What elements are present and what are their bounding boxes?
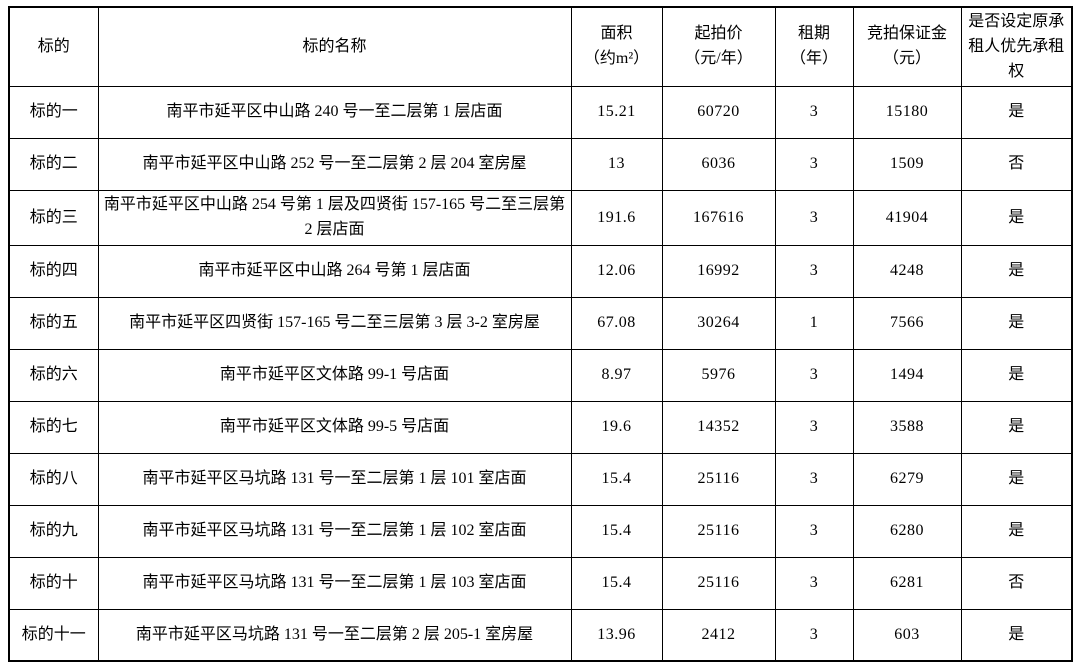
column-header-lease-term: 租期 （年）: [774, 6, 854, 88]
lease-term-value: 3: [774, 348, 854, 402]
priority-right-value: 是: [960, 86, 1073, 140]
subject-id: 标的六: [8, 348, 99, 402]
area-value: 15.21: [570, 86, 663, 140]
priority-right-value: 是: [960, 504, 1073, 558]
subject-id: 标的十: [8, 556, 99, 610]
lease-term-value: 3: [774, 190, 854, 246]
subject-id: 标的五: [8, 296, 99, 350]
starting-price-value: 2412: [661, 608, 776, 662]
table-row: 标的九 南平市延平区马坑路 131 号一至二层第 1 层 102 室店面 15.…: [8, 504, 1073, 558]
header-row: 标的 标的名称 面积 （约m²） 起拍价 （元/年） 租期 （年） 竞拍保证金 …: [8, 6, 1073, 88]
lease-term-value: 3: [774, 400, 854, 454]
column-header-subject-name: 标的名称: [97, 6, 572, 88]
column-header-subject: 标的: [8, 6, 99, 88]
bid-deposit-value: 6279: [852, 452, 962, 506]
column-header-bid-deposit: 竞拍保证金 （元）: [852, 6, 962, 88]
subject-name: 南平市延平区马坑路 131 号一至二层第 1 层 101 室店面: [97, 452, 572, 506]
priority-right-value: 否: [960, 138, 1073, 192]
bid-deposit-value: 1509: [852, 138, 962, 192]
starting-price-value: 14352: [661, 400, 776, 454]
bid-deposit-value: 603: [852, 608, 962, 662]
area-value: 191.6: [570, 190, 663, 246]
subject-id: 标的十一: [8, 608, 99, 662]
bid-deposit-value: 6281: [852, 556, 962, 610]
subject-name: 南平市延平区中山路 264 号第 1 层店面: [97, 244, 572, 298]
subject-name: 南平市延平区文体路 99-1 号店面: [97, 348, 572, 402]
area-value: 13: [570, 138, 663, 192]
lease-term-value: 3: [774, 608, 854, 662]
subject-name: 南平市延平区马坑路 131 号一至二层第 2 层 205-1 室房屋: [97, 608, 572, 662]
table-row: 标的十 南平市延平区马坑路 131 号一至二层第 1 层 103 室店面 15.…: [8, 556, 1073, 610]
starting-price-value: 25116: [661, 504, 776, 558]
area-value: 8.97: [570, 348, 663, 402]
table-row: 标的五 南平市延平区四贤街 157-165 号二至三层第 3 层 3-2 室房屋…: [8, 296, 1073, 350]
starting-price-value: 167616: [661, 190, 776, 246]
priority-right-value: 是: [960, 400, 1073, 454]
area-value: 15.4: [570, 556, 663, 610]
table-row: 标的三 南平市延平区中山路 254 号第 1 层及四贤街 157-165 号二至…: [8, 190, 1073, 246]
bid-deposit-value: 1494: [852, 348, 962, 402]
subject-id: 标的七: [8, 400, 99, 454]
lease-term-value: 3: [774, 244, 854, 298]
lease-term-value: 3: [774, 556, 854, 610]
priority-right-value: 是: [960, 244, 1073, 298]
starting-price-value: 5976: [661, 348, 776, 402]
starting-price-value: 25116: [661, 452, 776, 506]
starting-price-value: 6036: [661, 138, 776, 192]
priority-right-value: 是: [960, 608, 1073, 662]
subject-name: 南平市延平区中山路 240 号一至二层第 1 层店面: [97, 86, 572, 140]
column-header-area: 面积 （约m²）: [570, 6, 663, 88]
priority-right-value: 是: [960, 190, 1073, 246]
subject-id: 标的二: [8, 138, 99, 192]
table-row: 标的六 南平市延平区文体路 99-1 号店面 8.97 5976 3 1494 …: [8, 348, 1073, 402]
subject-name: 南平市延平区文体路 99-5 号店面: [97, 400, 572, 454]
lease-term-value: 3: [774, 504, 854, 558]
subject-id: 标的一: [8, 86, 99, 140]
bid-deposit-value: 4248: [852, 244, 962, 298]
priority-right-value: 是: [960, 452, 1073, 506]
subject-name: 南平市延平区马坑路 131 号一至二层第 1 层 102 室店面: [97, 504, 572, 558]
starting-price-value: 30264: [661, 296, 776, 350]
area-value: 67.08: [570, 296, 663, 350]
starting-price-value: 25116: [661, 556, 776, 610]
priority-right-value: 是: [960, 348, 1073, 402]
lease-term-value: 1: [774, 296, 854, 350]
area-value: 19.6: [570, 400, 663, 454]
subject-id: 标的九: [8, 504, 99, 558]
subject-name: 南平市延平区中山路 252 号一至二层第 2 层 204 室房屋: [97, 138, 572, 192]
table-row: 标的四 南平市延平区中山路 264 号第 1 层店面 12.06 16992 3…: [8, 244, 1073, 298]
table-row: 标的八 南平市延平区马坑路 131 号一至二层第 1 层 101 室店面 15.…: [8, 452, 1073, 506]
bid-deposit-value: 15180: [852, 86, 962, 140]
priority-right-value: 否: [960, 556, 1073, 610]
table-row: 标的二 南平市延平区中山路 252 号一至二层第 2 层 204 室房屋 13 …: [8, 138, 1073, 192]
area-value: 13.96: [570, 608, 663, 662]
column-header-priority-right: 是否设定原承租人优先承租权: [960, 6, 1073, 88]
priority-right-value: 是: [960, 296, 1073, 350]
lease-term-value: 3: [774, 138, 854, 192]
table-row: 标的十一 南平市延平区马坑路 131 号一至二层第 2 层 205-1 室房屋 …: [8, 608, 1073, 662]
bid-deposit-value: 7566: [852, 296, 962, 350]
lease-term-value: 3: [774, 452, 854, 506]
subject-id: 标的四: [8, 244, 99, 298]
subject-name: 南平市延平区四贤街 157-165 号二至三层第 3 层 3-2 室房屋: [97, 296, 572, 350]
table-row: 标的一 南平市延平区中山路 240 号一至二层第 1 层店面 15.21 607…: [8, 86, 1073, 140]
starting-price-value: 16992: [661, 244, 776, 298]
bid-deposit-value: 41904: [852, 190, 962, 246]
column-header-starting-price: 起拍价 （元/年）: [661, 6, 776, 88]
area-value: 15.4: [570, 452, 663, 506]
bid-deposit-value: 3588: [852, 400, 962, 454]
area-value: 12.06: [570, 244, 663, 298]
subject-id: 标的三: [8, 190, 99, 246]
lease-term-value: 3: [774, 86, 854, 140]
bid-deposit-value: 6280: [852, 504, 962, 558]
auction-subjects-table: 标的 标的名称 面积 （约m²） 起拍价 （元/年） 租期 （年） 竞拍保证金 …: [8, 6, 1073, 662]
subject-name: 南平市延平区马坑路 131 号一至二层第 1 层 103 室店面: [97, 556, 572, 610]
starting-price-value: 60720: [661, 86, 776, 140]
table-row: 标的七 南平市延平区文体路 99-5 号店面 19.6 14352 3 3588…: [8, 400, 1073, 454]
area-value: 15.4: [570, 504, 663, 558]
subject-name: 南平市延平区中山路 254 号第 1 层及四贤街 157-165 号二至三层第 …: [97, 190, 572, 246]
subject-id: 标的八: [8, 452, 99, 506]
